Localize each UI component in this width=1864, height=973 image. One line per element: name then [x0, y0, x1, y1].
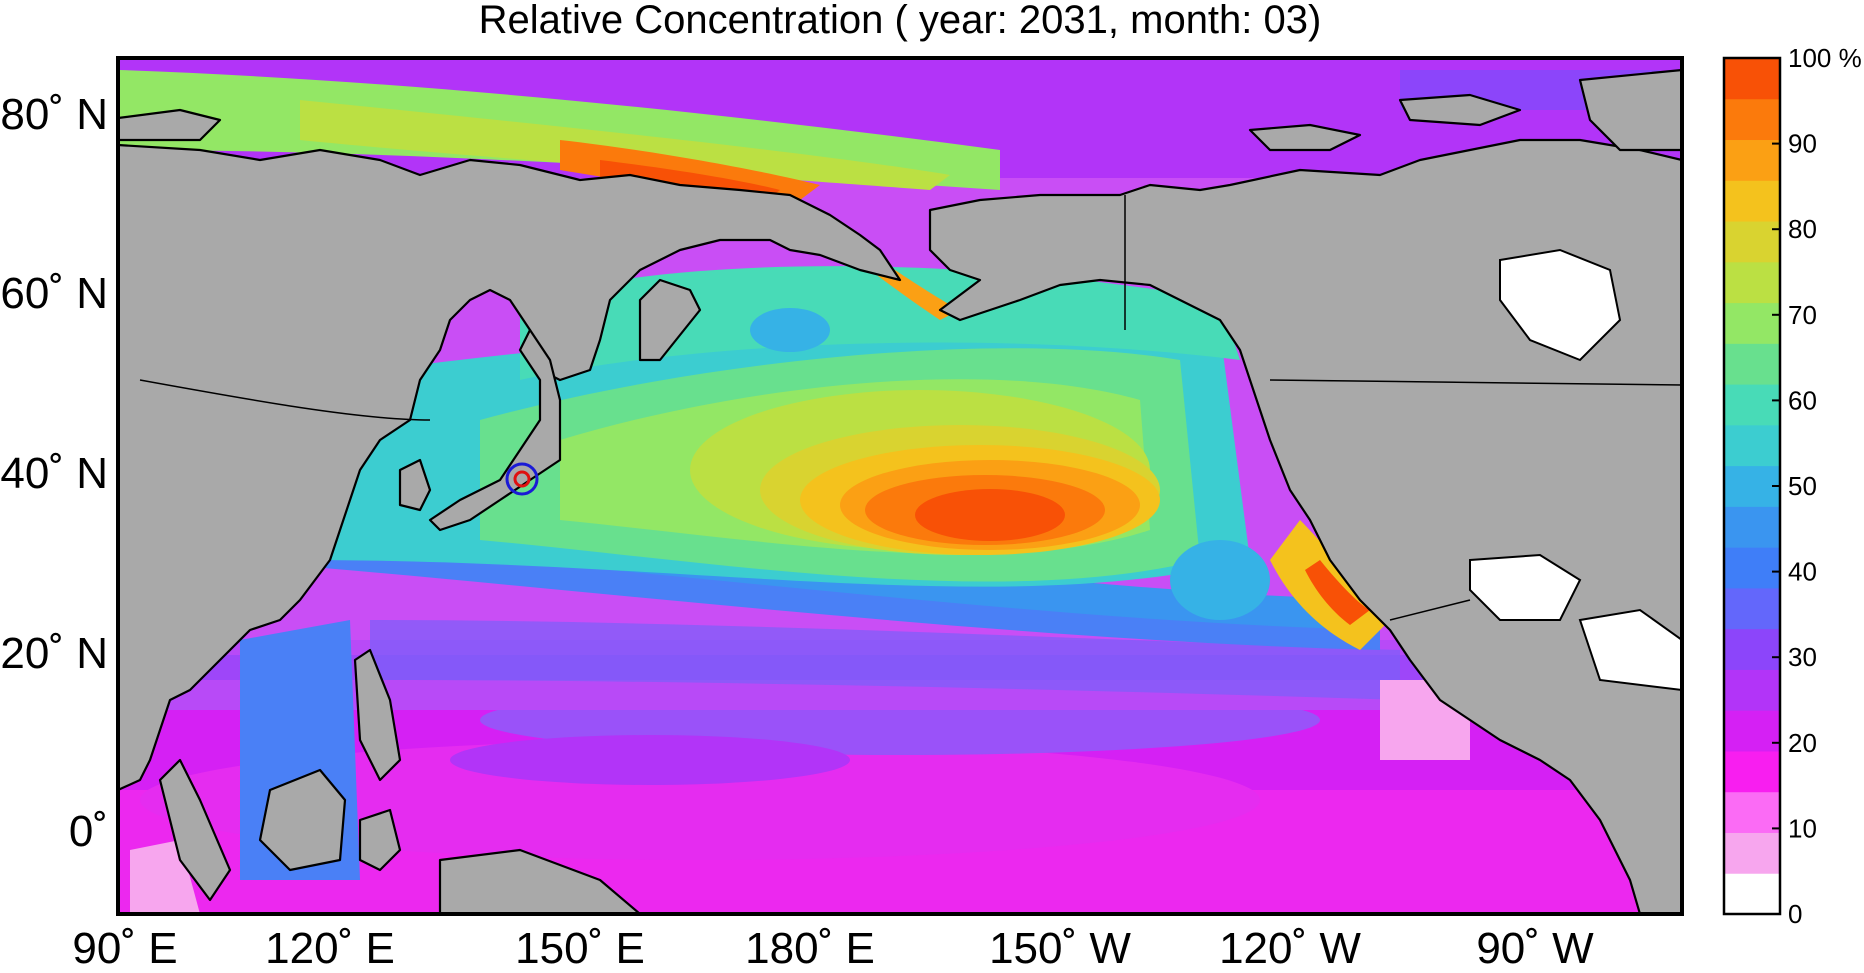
- land-korea: [398, 458, 432, 512]
- land-greenland: [1578, 68, 1682, 152]
- lon-tick-label: 150˚ W: [989, 924, 1131, 973]
- land-masses: [118, 68, 1682, 914]
- colorbar-swatch: [1724, 180, 1780, 222]
- colorbar-swatch: [1724, 547, 1780, 589]
- colorbar-swatch: [1724, 302, 1780, 344]
- colorbar-swatch: [1724, 98, 1780, 141]
- land-borneo: [258, 768, 347, 872]
- lon-tick-label: 120˚ W: [1219, 924, 1361, 973]
- latitude-axis: 80˚ N 60˚ N 40˚ N 20˚ N 0˚: [0, 90, 108, 856]
- lon-tick-label: 180˚ E: [745, 924, 875, 973]
- colorbar-tick-label: 70: [1788, 300, 1817, 330]
- land-kamchatka: [638, 278, 702, 362]
- colorbar-swatch: [1724, 58, 1780, 100]
- colorbar-tick-label: 20: [1788, 728, 1817, 758]
- colorbar-swatch: [1724, 669, 1780, 711]
- lon-tick-label: 90˚ W: [1476, 924, 1594, 973]
- white-areas: [1469, 248, 1682, 692]
- land-newguinea: [438, 848, 642, 914]
- colorbar-tick-label: 80: [1788, 214, 1817, 244]
- land-arctic-islands-2: [1398, 93, 1522, 127]
- lat-tick-label: 40˚ N: [0, 449, 108, 498]
- colorbar-tick-label: 90: [1788, 129, 1817, 159]
- colorbar-tick-label: 30: [1788, 642, 1817, 672]
- land-philippines: [353, 648, 402, 782]
- colorbar-swatch: [1724, 628, 1780, 670]
- colorbar-swatch: [1724, 261, 1780, 304]
- land-arctic-islands: [1248, 123, 1362, 152]
- colorbar-swatch: [1724, 465, 1780, 507]
- caribbean: [1578, 608, 1682, 692]
- colorbar-tick-label: 0: [1788, 899, 1802, 929]
- land-sulawesi: [358, 808, 402, 872]
- lat-tick-label: 0˚: [69, 807, 108, 856]
- concentration-field: [118, 58, 1682, 914]
- borders: [139, 195, 1682, 621]
- colorbar-swatch: [1724, 139, 1780, 181]
- colorbar-swatches: [1724, 58, 1780, 915]
- colorbar-tick-label: 50: [1788, 471, 1817, 501]
- colorbar-swatch: [1724, 384, 1780, 426]
- lon-tick-label: 120˚ E: [265, 924, 395, 973]
- colorbar-swatch: [1724, 832, 1780, 874]
- colorbar-swatch: [1724, 506, 1780, 548]
- land-malay: [158, 758, 232, 902]
- land-siberia-coast: [118, 108, 222, 142]
- colorbar-swatch: [1724, 710, 1780, 752]
- land-north-america: [928, 138, 1682, 914]
- colorbar-swatch: [1724, 343, 1780, 385]
- lon-tick-label: 150˚ E: [515, 924, 645, 973]
- lon-tick-label: 90˚ E: [72, 924, 177, 973]
- colorbar-swatch: [1724, 750, 1780, 793]
- colorbar: 100 % 90 80 70 60 50 40 30 20 10 0: [1722, 43, 1862, 929]
- colorbar-labels: 100 % 90 80 70 60 50 40 30 20 10 0: [1772, 43, 1862, 929]
- colorbar-tick-label: 10: [1788, 813, 1817, 843]
- colorbar-swatch: [1724, 587, 1780, 630]
- hudson-bay: [1499, 248, 1622, 362]
- chart-title: Relative Concentration ( year: 2031, mon…: [479, 0, 1322, 42]
- colorbar-swatch: [1724, 791, 1780, 833]
- colorbar-tick-label: 60: [1788, 385, 1817, 415]
- colorbar-tick-label: 100 %: [1788, 43, 1862, 73]
- release-marker: [505, 462, 539, 496]
- colorbar-swatch: [1724, 221, 1780, 263]
- land-asia: [118, 143, 902, 792]
- lat-tick-label: 80˚ N: [0, 90, 108, 139]
- release-marker-inner-ring: [513, 470, 531, 488]
- lat-tick-label: 20˚ N: [0, 629, 108, 678]
- map-area: [118, 58, 1682, 914]
- colorbar-swatch: [1724, 873, 1780, 915]
- map-frame: [116, 56, 1684, 916]
- gulf-of-mexico: [1469, 553, 1582, 621]
- release-marker-outer-ring: [505, 462, 539, 496]
- longitude-axis: 90˚ E 120˚ E 150˚ E 180˚ E 150˚ W 120˚ W 90˚ W: [72, 924, 1594, 973]
- colorbar-tick-label: 40: [1788, 557, 1817, 587]
- lat-tick-label: 60˚ N: [0, 269, 108, 318]
- colorbar-swatch: [1724, 424, 1780, 467]
